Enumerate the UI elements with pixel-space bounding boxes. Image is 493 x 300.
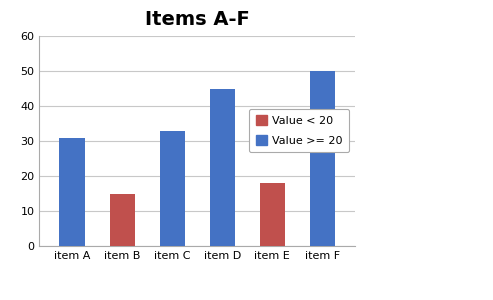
Bar <box>160 130 185 246</box>
Legend: Value < 20, Value >= 20: Value < 20, Value >= 20 <box>249 109 350 152</box>
Bar <box>109 194 135 246</box>
Title: Items A-F: Items A-F <box>145 10 249 29</box>
Bar <box>310 71 335 246</box>
Bar <box>260 183 285 246</box>
Bar <box>210 88 235 246</box>
Bar <box>60 137 84 246</box>
